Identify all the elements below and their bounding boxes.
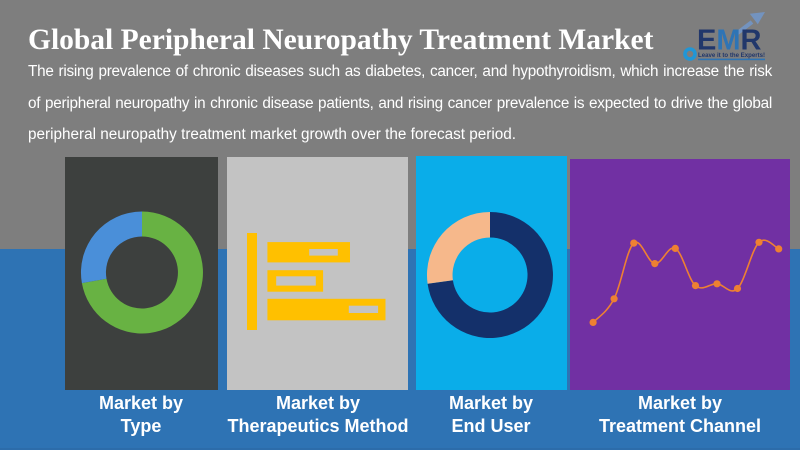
svg-text:Leave it to the Experts!: Leave it to the Experts! bbox=[698, 52, 765, 59]
svg-text:EMR: EMR bbox=[697, 25, 762, 57]
